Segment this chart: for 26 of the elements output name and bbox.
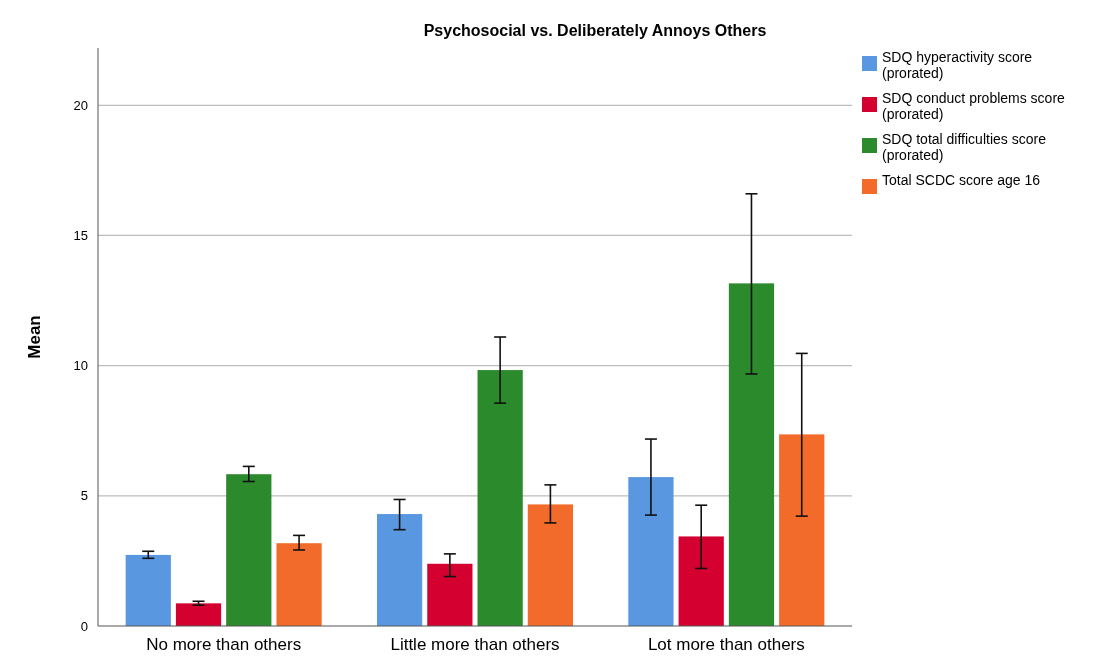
- x-tick-label: Little more than others: [390, 635, 560, 654]
- legend-label: SDQ total difficulties score (prorated): [882, 131, 1047, 163]
- legend-label: Total SCDC score age 16: [882, 172, 1041, 188]
- y-axis-title: Mean: [25, 315, 44, 359]
- bar: [125, 554, 171, 626]
- bar: [477, 370, 523, 626]
- bar: [527, 504, 574, 626]
- y-tick-label: 20: [73, 97, 88, 113]
- bar: [175, 603, 222, 626]
- bar: [427, 563, 473, 626]
- x-tick-label: Lot more than others: [647, 635, 805, 654]
- x-tick-label: No more than others: [146, 635, 302, 654]
- bar: [779, 434, 825, 626]
- bar: [376, 514, 423, 626]
- chart-title: Psychosocial vs. Deliberately Annoys Others: [423, 22, 767, 39]
- legend-label: SDQ conduct problems score (prorated): [882, 90, 1066, 122]
- bar: [276, 543, 322, 626]
- y-tick-label: 10: [73, 358, 88, 374]
- bar: [226, 474, 272, 626]
- bar: [728, 283, 775, 626]
- legend-label: SDQ hyperactivity score (prorated): [882, 49, 1033, 81]
- y-tick-label: 15: [73, 228, 88, 244]
- y-tick-label: 5: [80, 488, 88, 504]
- y-tick-label: 0: [80, 618, 88, 634]
- bar: [678, 536, 724, 626]
- bar: [628, 477, 674, 626]
